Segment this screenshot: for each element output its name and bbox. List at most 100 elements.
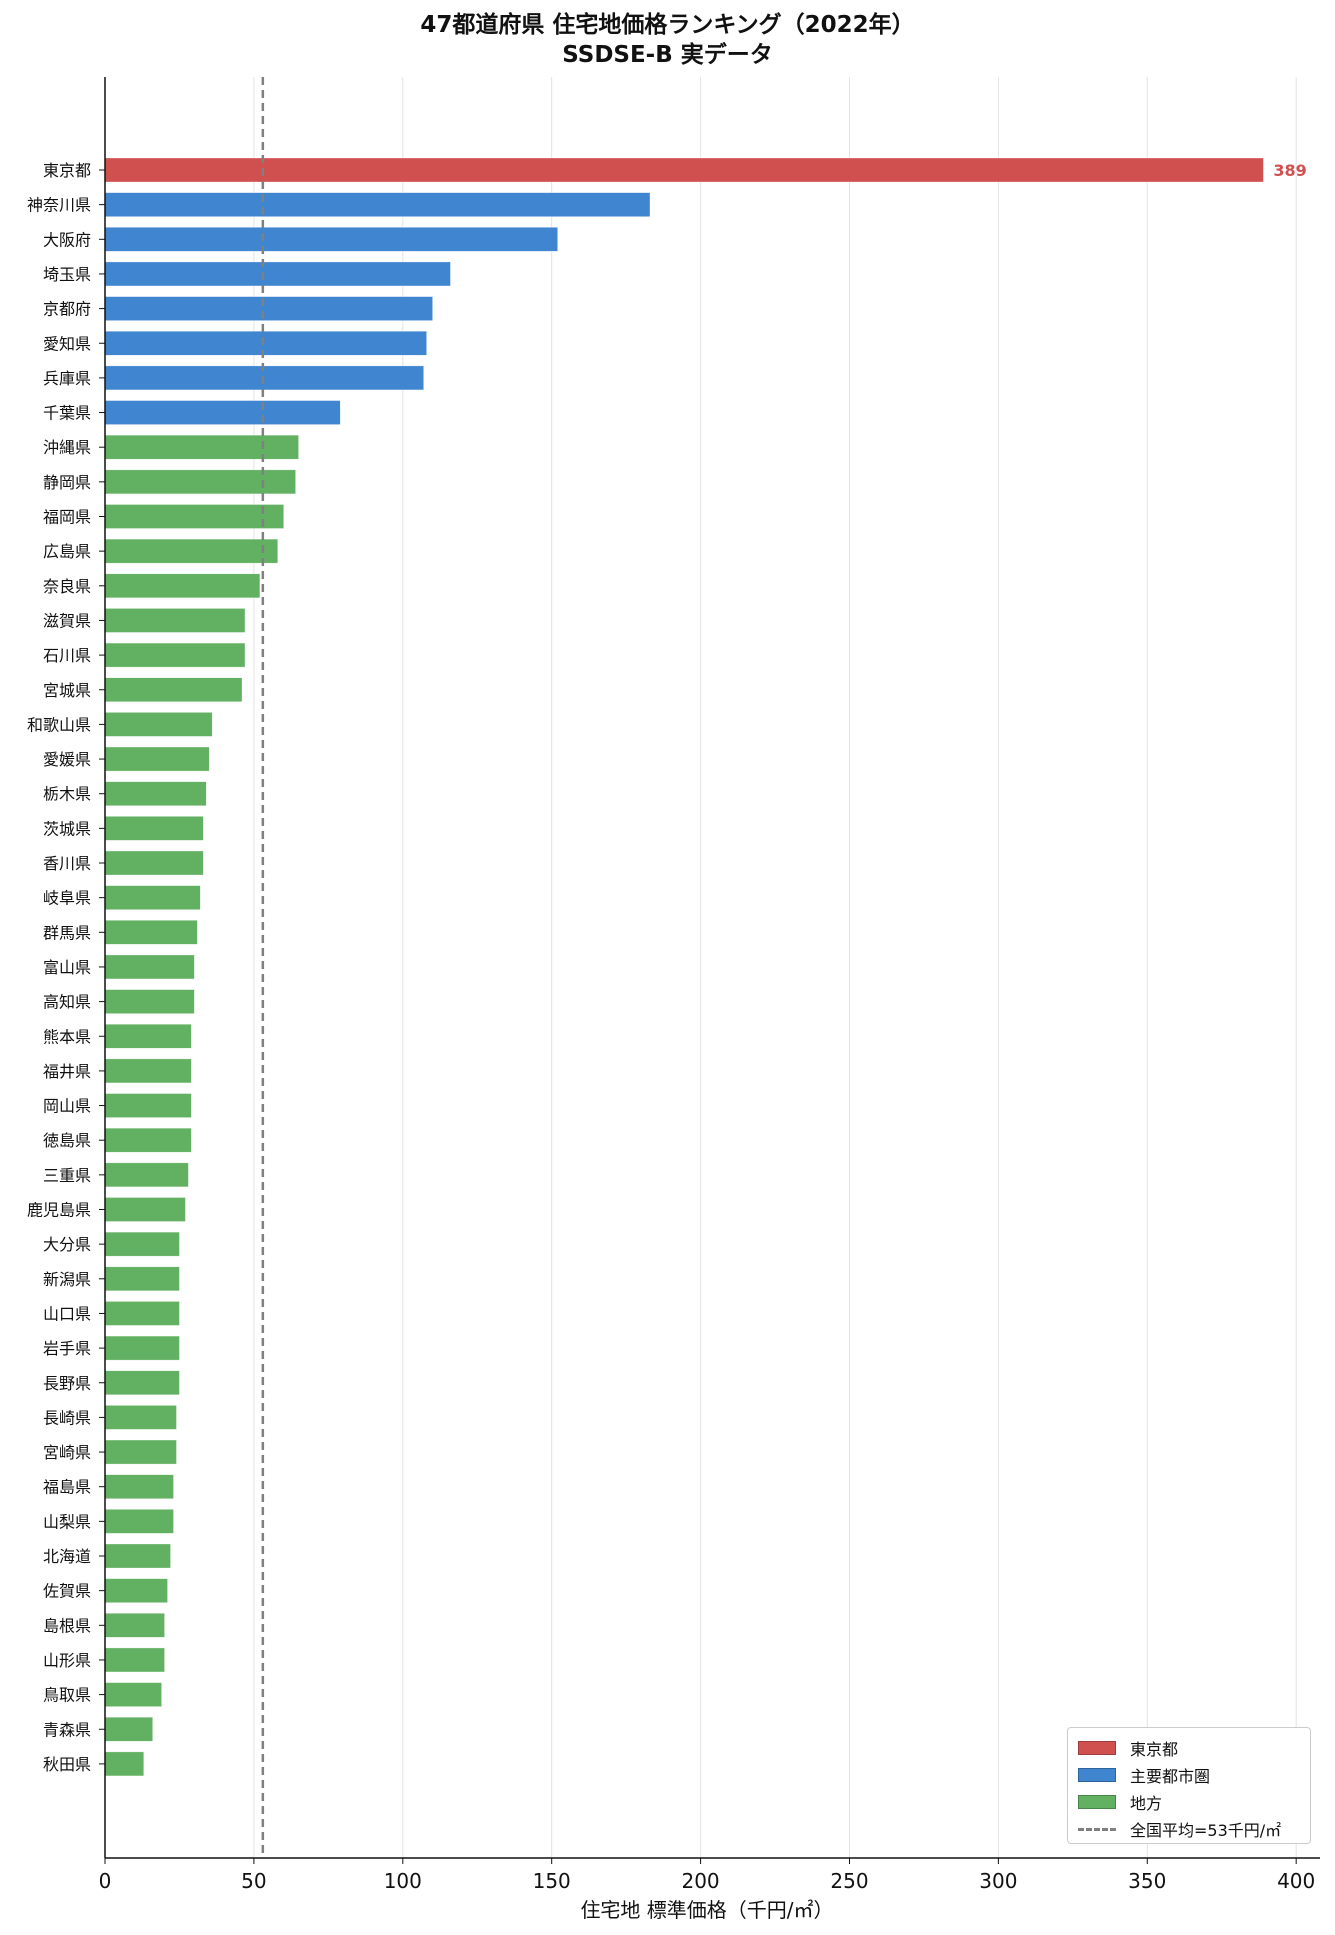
category-label-1: 神奈川県 xyxy=(27,196,91,215)
category-label-29: 三重県 xyxy=(43,1166,91,1185)
category-label-6: 兵庫県 xyxy=(43,369,91,388)
category-label-42: 島根県 xyxy=(43,1616,91,1635)
x-tick-label-7: 350 xyxy=(1128,1869,1166,1893)
bar-44 xyxy=(104,1682,162,1707)
category-label-45: 青森県 xyxy=(43,1720,91,1739)
bar-25 xyxy=(104,1024,192,1049)
category-label-0: 東京都 xyxy=(43,161,91,180)
bar-37 xyxy=(104,1439,177,1465)
bar-38 xyxy=(104,1474,174,1499)
category-label-26: 福井県 xyxy=(43,1062,91,1081)
bar-20 xyxy=(104,850,204,876)
bar-12 xyxy=(104,573,261,599)
category-label-11: 広島県 xyxy=(43,542,91,561)
bar-1 xyxy=(104,192,651,217)
legend-swatch-local xyxy=(1078,1795,1116,1809)
x-tick-label-2: 100 xyxy=(384,1869,422,1893)
bar-10 xyxy=(104,504,284,529)
x-tick-labels: 0 50 100 150 200 250 300 350 400 xyxy=(99,1869,1316,1893)
legend-item-local: 地方 xyxy=(1078,1790,1162,1814)
bar-3 xyxy=(104,261,451,287)
legend-swatch-major xyxy=(1078,1768,1116,1782)
category-label-13: 滋賀県 xyxy=(43,611,91,630)
bar-36 xyxy=(104,1405,177,1430)
grid-lines xyxy=(104,77,1297,1858)
category-label-21: 岐阜県 xyxy=(43,889,91,908)
bar-5 xyxy=(104,331,427,356)
category-label-28: 徳島県 xyxy=(43,1131,91,1150)
category-label-40: 北海道 xyxy=(43,1547,91,1566)
bar-26 xyxy=(104,1058,192,1084)
legend-item-major: 主要都市圏 xyxy=(1078,1763,1210,1787)
bar-17 xyxy=(104,746,210,772)
bar-19 xyxy=(104,816,204,841)
x-tick-label-4: 200 xyxy=(681,1869,719,1893)
bar-22 xyxy=(104,920,198,945)
category-label-10: 福岡県 xyxy=(43,508,91,527)
category-label-17: 愛媛県 xyxy=(43,750,91,769)
category-label-38: 福島県 xyxy=(43,1478,91,1497)
category-label-33: 山口県 xyxy=(43,1304,91,1323)
category-label-16: 和歌山県 xyxy=(27,715,91,734)
chart-subtitle: SSDSE-B 実データ xyxy=(562,42,773,68)
legend-item-tokyo: 東京都 xyxy=(1078,1736,1178,1760)
category-label-31: 大分県 xyxy=(43,1235,91,1254)
bar-4 xyxy=(104,296,433,321)
bar-16 xyxy=(104,712,213,737)
bar-40 xyxy=(104,1543,171,1569)
category-label-39: 山梨県 xyxy=(43,1512,91,1531)
bar-0 xyxy=(104,157,1264,183)
bar-9 xyxy=(104,469,296,495)
bar-43 xyxy=(104,1647,165,1673)
category-label-4: 京都府 xyxy=(43,300,91,319)
category-label-24: 高知県 xyxy=(43,993,91,1012)
bar-31 xyxy=(104,1231,180,1257)
category-label-34: 岩手県 xyxy=(43,1339,91,1358)
category-label-44: 鳥取県 xyxy=(43,1686,91,1705)
category-label-5: 愛知県 xyxy=(43,334,91,353)
legend: 東京都 主要都市圏 地方 全国平均=53千円/㎡ xyxy=(1067,1727,1311,1844)
bar-32 xyxy=(104,1266,180,1292)
bar-27 xyxy=(104,1093,192,1118)
chart-title: 47都道府県 住宅地価格ランキング（2022年） SSDSE-B 実データ xyxy=(0,10,1335,70)
category-label-27: 岡山県 xyxy=(43,1097,91,1116)
legend-label-local: 地方 xyxy=(1130,1794,1163,1813)
category-label-12: 奈良県 xyxy=(43,577,91,596)
bar-7 xyxy=(104,400,341,425)
legend-label-major: 主要都市圏 xyxy=(1130,1767,1211,1786)
category-label-46: 秋田県 xyxy=(43,1755,91,1774)
bar-42 xyxy=(104,1613,165,1638)
legend-swatch-tokyo xyxy=(1078,1741,1116,1755)
bar-18 xyxy=(104,781,207,806)
bar-14 xyxy=(104,642,246,668)
category-label-30: 鹿児島県 xyxy=(27,1201,91,1220)
bars xyxy=(104,157,1264,1777)
category-label-8: 沖縄県 xyxy=(43,438,91,457)
bar-24 xyxy=(104,989,195,1014)
category-label-3: 埼玉県 xyxy=(43,265,91,284)
x-tick-label-8: 400 xyxy=(1277,1869,1315,1893)
bar-29 xyxy=(104,1162,189,1188)
bar-15 xyxy=(104,677,243,702)
bar-39 xyxy=(104,1509,174,1534)
bar-33 xyxy=(104,1301,180,1326)
bar-11 xyxy=(104,538,278,564)
category-label-36: 長崎県 xyxy=(43,1408,91,1427)
category-label-41: 佐賀県 xyxy=(43,1582,91,1601)
data-label-0: 389 xyxy=(1273,161,1306,180)
bar-46 xyxy=(104,1751,144,1777)
bar-13 xyxy=(104,608,246,633)
bar-34 xyxy=(104,1335,180,1361)
category-labels: 東京都神奈川県大阪府埼玉県京都府愛知県兵庫県千葉県沖縄県静岡県福岡県広島県奈良県… xyxy=(27,161,91,1774)
x-tick-label-6: 300 xyxy=(979,1869,1017,1893)
legend-label-tokyo: 東京都 xyxy=(1130,1740,1179,1759)
category-label-35: 長野県 xyxy=(43,1374,91,1393)
category-label-14: 石川県 xyxy=(43,646,91,665)
bar-41 xyxy=(104,1578,168,1603)
x-tick-label-1: 50 xyxy=(241,1869,266,1893)
bar-45 xyxy=(104,1717,153,1742)
category-label-18: 栃木県 xyxy=(43,785,91,804)
axes xyxy=(99,77,1320,1864)
x-tick-label-3: 150 xyxy=(533,1869,571,1893)
